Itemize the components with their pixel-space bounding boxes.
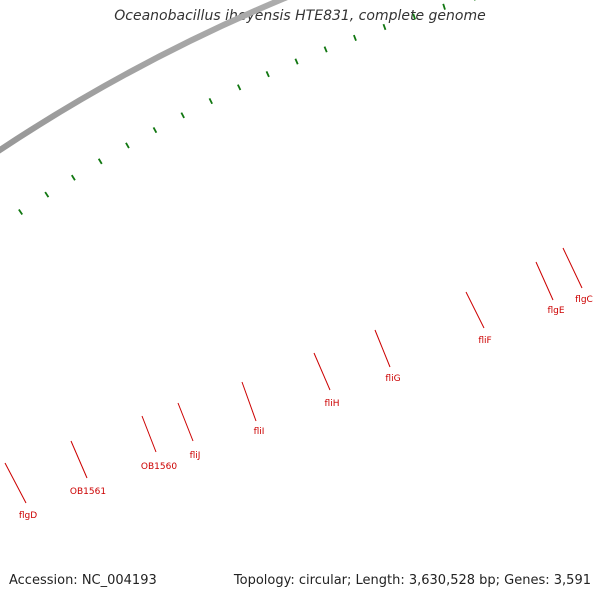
gene-label-lines xyxy=(4,247,583,504)
genome-summary: Topology: circular; Length: 3,630,528 bp… xyxy=(233,573,591,588)
accession-label: Accession: NC_004193 xyxy=(9,573,157,588)
inner-tick xyxy=(180,112,185,119)
gene-label: OB1561 xyxy=(70,487,106,497)
gene-label: fliF xyxy=(478,336,491,346)
inner-tick xyxy=(323,46,328,53)
inner-tick xyxy=(353,34,357,42)
inner-tick xyxy=(44,191,50,198)
gene-label: flgC xyxy=(575,295,593,305)
inner-tick xyxy=(294,58,299,65)
backbone-line xyxy=(0,0,289,154)
label-leader xyxy=(177,402,194,442)
label-leader xyxy=(465,291,485,329)
gene-label: fliG xyxy=(385,374,400,384)
inner-tick xyxy=(125,142,130,149)
inner-tick xyxy=(237,84,242,91)
inner-tick xyxy=(97,158,103,165)
ruler-ticks: 1596 kbp1597 kbp1598 kbp1599 kbp1600 kbp… xyxy=(18,0,476,215)
inner-tick xyxy=(265,71,270,78)
label-leader xyxy=(4,462,27,504)
map-title: Oceanobacillus iheyensis HTE831, complet… xyxy=(114,8,486,24)
label-leader xyxy=(70,440,88,479)
inner-tick xyxy=(382,23,387,31)
inner-tick xyxy=(412,13,417,20)
gene-label: OB1560 xyxy=(141,462,177,472)
label-leader xyxy=(141,415,157,453)
inner-tick xyxy=(71,174,76,181)
inner-tick xyxy=(152,127,158,134)
gene-label: flgD xyxy=(19,511,37,521)
inner-tick xyxy=(442,3,446,10)
label-leader xyxy=(313,352,331,391)
inner-tick xyxy=(208,97,213,105)
gene-label: fliI xyxy=(254,427,265,437)
gene-label: fliJ xyxy=(190,451,201,461)
label-leader xyxy=(241,381,257,422)
label-leader xyxy=(535,261,554,301)
genome-backbone xyxy=(0,0,289,154)
gene-labels: flgC flgE fliF fliG fliH fliI fliJ OB1560 OB1561… xyxy=(19,295,593,521)
gene-label: flgE xyxy=(547,306,564,316)
inner-tick xyxy=(18,208,23,215)
label-leader xyxy=(374,329,391,368)
label-leader xyxy=(562,247,583,289)
gene-label: fliH xyxy=(325,399,340,409)
